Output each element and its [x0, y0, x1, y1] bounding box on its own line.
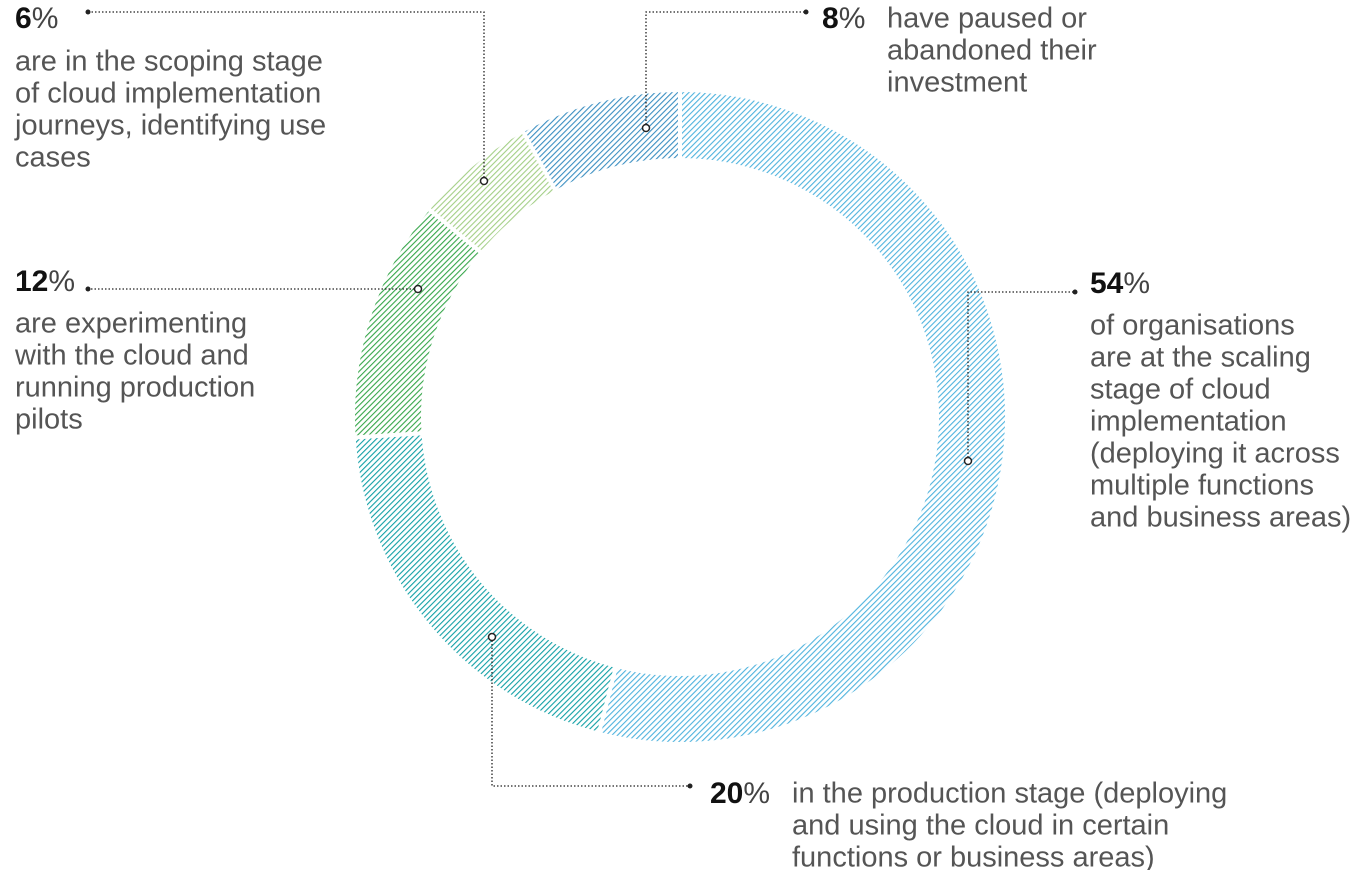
- leader-line: [645, 11, 806, 128]
- description-line: of organisations: [1090, 310, 1295, 342]
- description-line: investment: [887, 67, 1027, 99]
- description-line: journeys, identifying use: [14, 110, 326, 142]
- description-line: are in the scoping stage: [15, 46, 323, 78]
- description-line: have paused or: [887, 3, 1087, 35]
- leader-line: [491, 637, 690, 787]
- description-line: and business areas): [1090, 502, 1351, 534]
- leader-end: [687, 783, 693, 789]
- donut-segment: [351, 431, 619, 737]
- description-line: and using the cloud in certain: [792, 810, 1169, 842]
- description-line: are experimenting: [15, 308, 247, 340]
- description-line: pilots: [15, 404, 83, 436]
- description-line: in the production stage (deploying: [792, 778, 1227, 810]
- leader-anchor: [487, 632, 497, 642]
- donut-segment: [596, 87, 1009, 746]
- description-line: abandoned their: [887, 35, 1097, 67]
- value-label: 6%: [15, 2, 58, 35]
- description-line: implementation: [1090, 406, 1287, 438]
- description-line: running production: [15, 372, 255, 404]
- description-line: with the cloud and: [14, 340, 249, 372]
- value-label: 8%: [822, 2, 865, 35]
- donut-segment: [519, 87, 682, 195]
- description-line: are at the scaling: [1090, 342, 1311, 374]
- description-line: of cloud implementation: [15, 78, 321, 110]
- leader-end: [803, 9, 809, 15]
- leader-end: [1072, 289, 1078, 295]
- leader-anchor: [413, 284, 423, 294]
- leader-line: [88, 11, 485, 181]
- leader-anchor: [641, 123, 651, 133]
- value-label: 20%: [710, 777, 770, 810]
- donut-segment: [351, 205, 485, 440]
- description-line: (deploying it across: [1090, 438, 1340, 470]
- leader-anchor: [963, 456, 973, 466]
- description-line: multiple functions: [1090, 470, 1314, 502]
- value-label: 54%: [1090, 267, 1150, 300]
- leader-line: [967, 291, 1075, 461]
- leader-end: [85, 9, 91, 15]
- leader-end: [85, 286, 91, 292]
- value-label: 12%: [15, 265, 75, 298]
- description-line: functions or business areas): [792, 842, 1155, 870]
- description-line: cases: [15, 142, 91, 174]
- leader-anchor: [479, 176, 489, 186]
- description-line: stage of cloud: [1090, 374, 1271, 406]
